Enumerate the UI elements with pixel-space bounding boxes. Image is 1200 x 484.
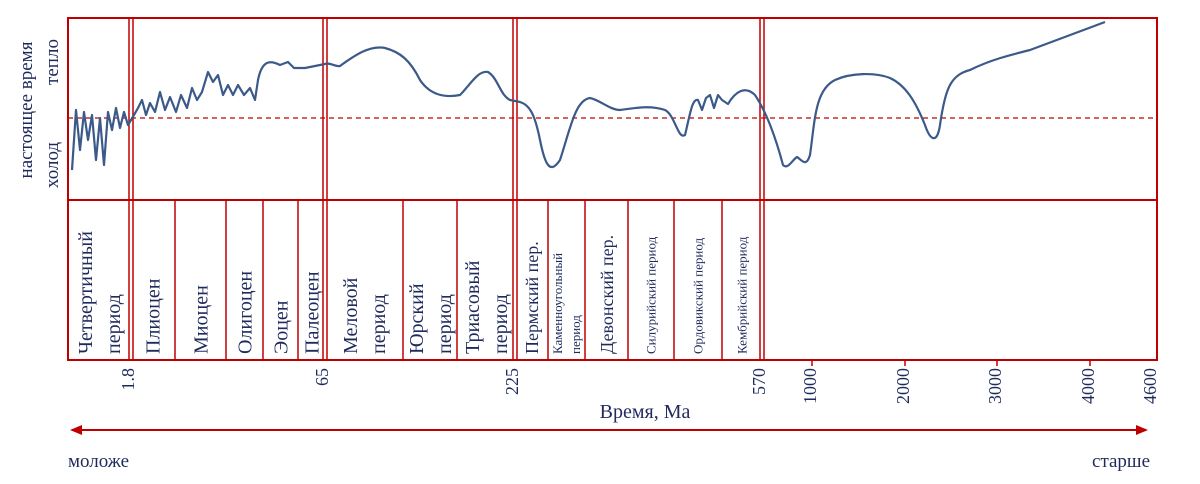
x-tick-label: 2000	[893, 368, 913, 404]
period-label: период	[103, 294, 125, 354]
period-label: Девонский пер.	[597, 235, 617, 354]
period-label: Меловой	[340, 277, 362, 354]
warm-label: тепло	[42, 39, 63, 85]
x-title: Время, Ма	[600, 401, 691, 423]
period-label: Миоцен	[191, 285, 213, 354]
period-label: Олигоцен	[235, 271, 257, 354]
period-label: Палеоцен	[302, 271, 324, 354]
x-tick-label: 225	[502, 368, 522, 395]
period-label: Плиоцен	[143, 278, 165, 354]
period-label: Четвертичный	[75, 231, 97, 354]
era-borders	[128, 18, 765, 360]
period-label: Пермский пер.	[522, 241, 542, 354]
period-label: Триасовый	[462, 260, 484, 354]
x-tick-label: 4000	[1078, 368, 1098, 404]
period-label: Каменноугольный	[550, 253, 565, 354]
period-label: период	[368, 294, 390, 354]
x-tick-label: 1.8	[118, 368, 138, 391]
period-label: Силурийский период	[644, 236, 659, 354]
period-label: период	[434, 294, 456, 354]
x-tick-label: 4600	[1140, 368, 1160, 404]
x-tick-label: 1000	[800, 368, 820, 404]
temperature-curve	[70, 20, 1106, 171]
younger-label: моложе	[68, 451, 129, 472]
tick-marks	[811, 360, 1091, 366]
period-label: период	[568, 315, 583, 354]
frame	[67, 17, 1158, 361]
period-label: Кембрийский период	[735, 236, 750, 354]
period-label: период	[490, 294, 512, 354]
x-tick-label: 65	[312, 368, 332, 386]
period-label: Ордовикский период	[691, 238, 706, 354]
period-label: Юрский	[406, 283, 428, 354]
older-label: старше	[1092, 451, 1150, 472]
period-label: Эоцен	[271, 300, 293, 354]
present-label: настоящее время	[16, 41, 37, 178]
x-tick-label: 3000	[985, 368, 1005, 404]
cold-label: холод	[42, 142, 63, 188]
x-tick-label: 570	[749, 368, 769, 395]
